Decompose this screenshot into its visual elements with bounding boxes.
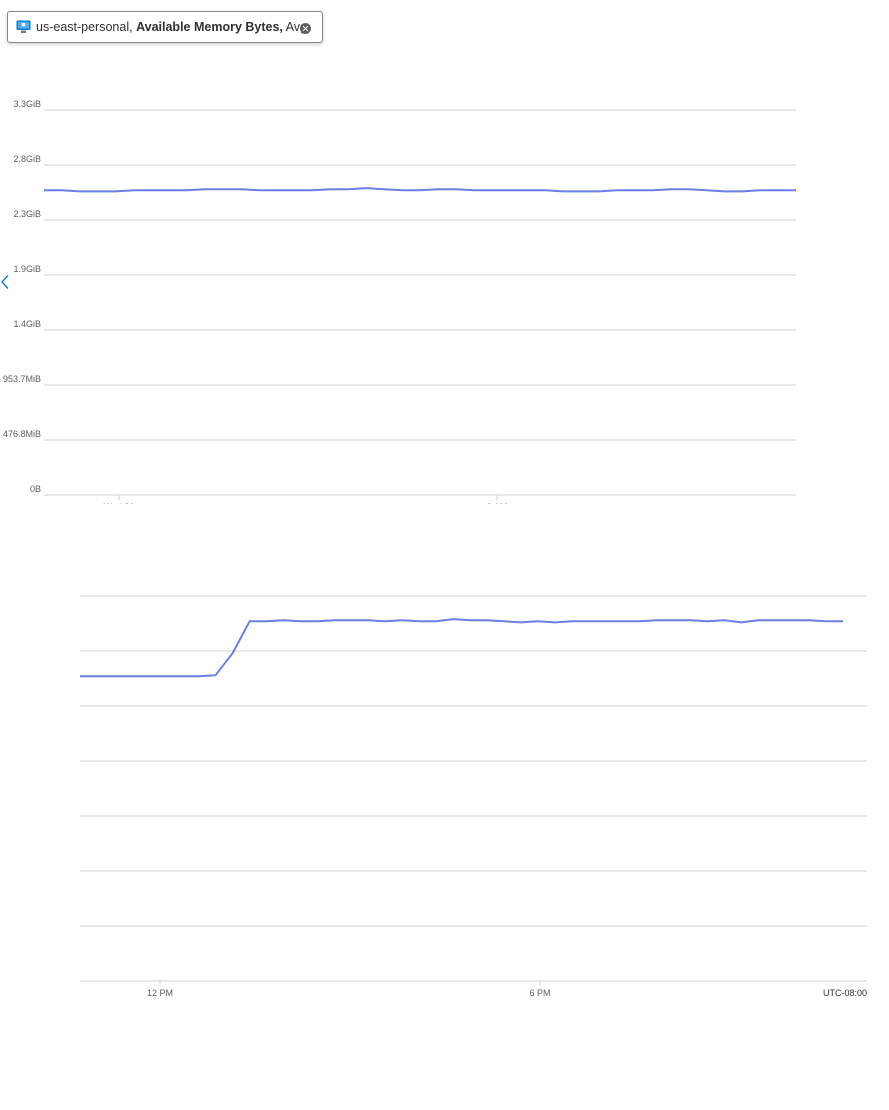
series-line bbox=[80, 618, 843, 678]
y-tick-label: 2.8GiB bbox=[13, 154, 41, 164]
close-icon[interactable] bbox=[300, 23, 311, 34]
metric-name: Available Memory Bytes, bbox=[136, 20, 283, 34]
y-tick-label: 1.9GiB bbox=[13, 264, 41, 274]
y-tick-label: 476.8MiB bbox=[3, 429, 41, 439]
chart-divider bbox=[0, 504, 889, 516]
y-tick-label: 953.7MiB bbox=[3, 374, 41, 384]
available-memory-chart-continued: 12 PM 6 PM UTC-08:00 bbox=[80, 595, 867, 998]
y-tick-label: 0B bbox=[30, 484, 41, 494]
metric-legend-chip[interactable]: us-east-personal, Available Memory Bytes… bbox=[7, 11, 323, 43]
virtual-machine-icon bbox=[16, 20, 31, 33]
timezone-label: UTC-08:00 bbox=[823, 988, 867, 998]
y-tick-label: 1.4GiB bbox=[13, 319, 41, 329]
x-tick-label: 6 PM bbox=[529, 988, 550, 998]
available-memory-chart: 0B 476.8MiB 953.7MiB 1.4GiB 1.9GiB 2.3GiB 2.8G… bbox=[3, 99, 796, 512]
series-line bbox=[44, 187, 796, 193]
chevron-left-icon[interactable] bbox=[0, 274, 12, 290]
y-tick-label: 2.3GiB bbox=[13, 209, 41, 219]
x-tick-label: 12 PM bbox=[147, 988, 173, 998]
resource-name: us-east-personal, bbox=[36, 20, 133, 34]
y-tick-label: 3.3GiB bbox=[13, 99, 41, 109]
